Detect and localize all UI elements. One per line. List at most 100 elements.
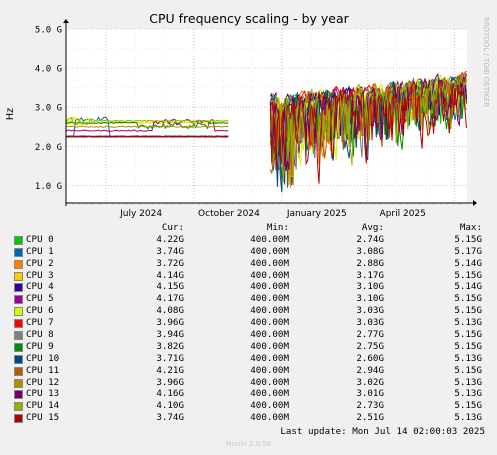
legend-swatch	[14, 307, 23, 317]
legend-min: 400.00M	[250, 400, 289, 412]
legend-swatch	[14, 247, 23, 257]
legend-row: CPU 11 4.21G 400.00M 2.94G 5.15G	[12, 365, 492, 377]
last-update: Last update: Mon Jul 14 02:00:03 2025	[280, 426, 485, 437]
legend-min: 400.00M	[250, 257, 289, 269]
legend-cur: 3.82G	[156, 340, 184, 352]
legend-min: 400.00M	[250, 388, 289, 400]
legend-swatch	[14, 283, 23, 293]
legend-cur: 3.96G	[156, 317, 184, 329]
legend-row: CPU 0 4.22G 400.00M 2.74G 5.15G	[12, 234, 492, 246]
legend-row: CPU 7 3.96G 400.00M 3.03G 5.13G	[12, 317, 492, 329]
legend-row: CPU 3 4.14G 400.00M 3.17G 5.15G	[12, 270, 492, 282]
legend-row: CPU 5 4.17G 400.00M 3.10G 5.15G	[12, 293, 492, 305]
legend-max: 5.14G	[454, 281, 482, 293]
y-tick-labels: 1.0 G 2.0 G 3.0 G 4.0 G 5.0 G	[35, 26, 62, 192]
header-cur: Cur:	[161, 222, 184, 233]
legend-min: 400.00M	[250, 281, 289, 293]
legend-avg: 2.74G	[356, 233, 384, 245]
legend-max: 5.13G	[454, 412, 482, 424]
legend-series-name: CPU 10	[26, 352, 60, 364]
y-tick-label: 3.0 G	[35, 104, 62, 114]
legend-rows: CPU 0 4.22G 400.00M 2.74G 5.15G CPU 1 3.74G 400…	[12, 234, 492, 424]
legend-avg: 2.75G	[356, 340, 384, 352]
x-tick-label: July 2024	[119, 209, 162, 219]
legend-series-name: CPU 7	[26, 317, 54, 329]
y-axis-arrow	[63, 19, 69, 23]
legend-swatch	[14, 295, 23, 305]
legend-min: 400.00M	[250, 329, 289, 341]
legend-cur: 4.15G	[156, 281, 184, 293]
chart-title: CPU frequency scaling - by year	[149, 11, 349, 26]
legend-avg: 2.73G	[356, 400, 384, 412]
rrdtool-watermark: RRDTOOL / TOBI OETIKER	[482, 17, 490, 107]
x-tick-label: April 2025	[380, 209, 426, 219]
x-tick-label: January 2025	[286, 209, 347, 219]
legend-row: CPU 9 3.82G 400.00M 2.75G 5.15G	[12, 341, 492, 353]
legend-swatch	[14, 342, 23, 352]
legend-cur: 3.72G	[156, 257, 184, 269]
legend-avg: 3.03G	[356, 317, 384, 329]
legend-series-name: CPU 8	[26, 329, 54, 341]
legend-swatch	[14, 414, 23, 424]
legend-min: 400.00M	[250, 305, 289, 317]
legend-row: CPU 4 4.15G 400.00M 3.10G 5.14G	[12, 281, 492, 293]
y-tick-label: 4.0 G	[35, 65, 62, 75]
legend-min: 400.00M	[250, 317, 289, 329]
legend-max: 5.15G	[454, 364, 482, 376]
series-line-cpu-15	[65, 135, 229, 138]
legend-series-name: CPU 9	[26, 340, 54, 352]
legend-swatch	[14, 402, 23, 412]
legend-avg: 3.10G	[356, 293, 384, 305]
y-tick-label: 5.0 G	[35, 26, 62, 36]
legend-series-name: CPU 6	[26, 305, 54, 317]
legend-swatch	[14, 390, 23, 400]
legend-cur: 4.22G	[156, 233, 184, 245]
header-avg: Avg:	[361, 222, 384, 233]
series-lines	[65, 70, 467, 193]
legend-max: 5.13G	[454, 388, 482, 400]
legend-row: CPU 15 3.74G 400.00M 2.51G 5.13G	[12, 412, 492, 424]
legend-series-name: CPU 12	[26, 376, 60, 388]
munin-version: Munin 2.0.56	[225, 440, 272, 448]
legend-cur: 3.74G	[156, 245, 184, 257]
legend-avg: 3.17G	[356, 269, 384, 281]
legend-cur: 4.14G	[156, 269, 184, 281]
axes	[63, 19, 477, 206]
series-line-cpu-15	[269, 79, 467, 184]
legend-row: CPU 10 3.71G 400.00M 2.60G 5.13G	[12, 353, 492, 365]
legend-max: 5.15G	[454, 305, 482, 317]
legend-cur: 3.74G	[156, 412, 184, 424]
legend-cur: 4.10G	[156, 400, 184, 412]
legend-avg: 3.03G	[356, 305, 384, 317]
legend-series-name: CPU 11	[26, 364, 60, 376]
x-axis-arrow	[473, 200, 477, 206]
legend-min: 400.00M	[250, 376, 289, 388]
legend-cur: 3.94G	[156, 329, 184, 341]
legend-series-name: CPU 0	[26, 233, 54, 245]
y-tick-label: 1.0 G	[35, 182, 62, 192]
legend-max: 5.13G	[454, 352, 482, 364]
legend-min: 400.00M	[250, 269, 289, 281]
legend-min: 400.00M	[250, 245, 289, 257]
legend-swatch	[14, 378, 23, 388]
legend-max: 5.15G	[454, 233, 482, 245]
x-tick-label: October 2024	[198, 209, 260, 219]
legend-swatch	[14, 235, 23, 245]
legend-avg: 2.94G	[356, 364, 384, 376]
legend-min: 400.00M	[250, 412, 289, 424]
series-line-cpu-5	[65, 118, 229, 132]
legend-max: 5.15G	[454, 340, 482, 352]
legend-max: 5.15G	[454, 400, 482, 412]
legend-row: CPU 1 3.74G 400.00M 3.08G 5.17G	[12, 246, 492, 258]
legend-avg: 2.77G	[356, 329, 384, 341]
legend-avg: 2.60G	[356, 352, 384, 364]
legend-swatch	[14, 319, 23, 329]
legend-avg: 3.10G	[356, 281, 384, 293]
legend-row: CPU 14 4.10G 400.00M 2.73G 5.15G	[12, 400, 492, 412]
header-min: Min:	[266, 222, 289, 233]
y-tick-label: 2.0 G	[35, 143, 62, 153]
legend-series-name: CPU 1	[26, 245, 54, 257]
legend-avg: 2.51G	[356, 412, 384, 424]
legend-row: CPU 6 4.08G 400.00M 3.03G 5.15G	[12, 305, 492, 317]
legend-swatch	[14, 366, 23, 376]
